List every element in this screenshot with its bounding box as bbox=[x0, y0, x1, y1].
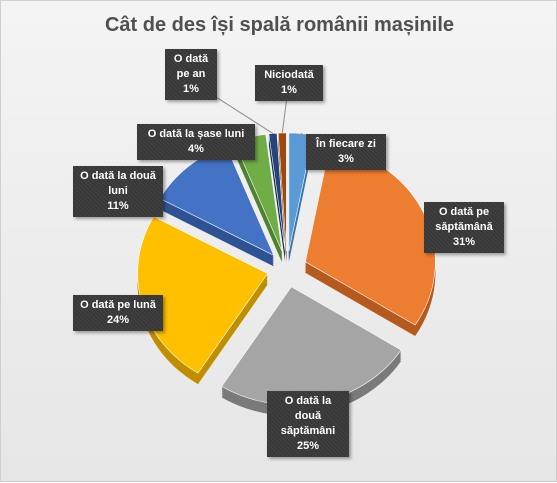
data-label-monthly: O dată pe lună 24% bbox=[73, 295, 163, 331]
data-label-yearly: O dată pe an 1% bbox=[165, 49, 217, 100]
pie-slice-side-yearly bbox=[268, 142, 286, 260]
pie-slice-weekly bbox=[305, 145, 436, 326]
pie-slices bbox=[137, 132, 436, 406]
chart-title: Cât de des își spală românii mașinile bbox=[104, 14, 455, 36]
data-label-daily: În fiecare zi 3% bbox=[306, 134, 386, 170]
pie-slice-yearly bbox=[268, 132, 286, 251]
pie-slice-side-semiannual bbox=[234, 143, 283, 261]
data-label-weekly: O dată pe săptămână 31% bbox=[424, 202, 504, 253]
data-label-bimonthly: O dată la două luni 11% bbox=[73, 166, 163, 217]
data-label-biweekly: O dată la două săptămâni 25% bbox=[267, 391, 349, 457]
data-label-never: Niciodată 1% bbox=[255, 65, 323, 101]
data-label-semiannual: O dată la șase luni 4% bbox=[137, 124, 255, 160]
pie-slice-depth-yearly bbox=[268, 144, 286, 262]
